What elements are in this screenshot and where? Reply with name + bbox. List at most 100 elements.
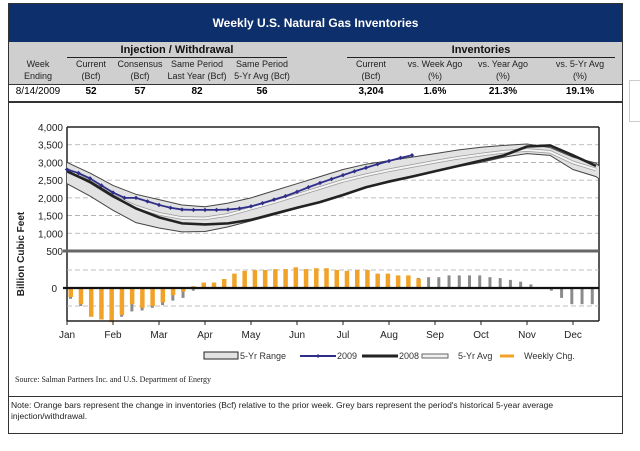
y-axis-label: Billion Cubic Feet <box>16 211 27 296</box>
x-tick-label: Apr <box>197 330 213 341</box>
weekly-change-bar <box>334 270 339 288</box>
weekly-change-bar <box>252 270 258 288</box>
series-2009-point <box>386 158 392 164</box>
series-2009-point <box>168 205 173 210</box>
weekly-change-bar <box>416 278 421 288</box>
col-label: vs. Year Ago <box>477 59 529 69</box>
series-2009-point <box>340 172 346 178</box>
col-vs-year-ago: vs. Year Ago (%) <box>471 58 535 82</box>
col-label: Same Period <box>235 59 289 69</box>
weekly-change-bar <box>314 268 319 288</box>
legend-label: 2008 <box>399 351 419 361</box>
col-same-period-last-year: Same Period Last Year (Bcf) <box>165 58 229 82</box>
group-injection-withdrawal: Injection / Withdrawal <box>67 44 287 58</box>
legend-swatch-5yr-avg <box>421 353 449 359</box>
col-label: (%) <box>496 71 510 81</box>
table-row: 8/14/2009 52 57 82 56 3,204 1.6% 21.3% 1… <box>9 84 622 103</box>
weekly-change-bar <box>232 273 237 288</box>
group-inventories: Inventories <box>347 44 615 58</box>
weekly-change-bar <box>242 270 247 288</box>
series-2009-point <box>260 200 265 206</box>
col-label: vs. 5-Yr Avg <box>555 59 605 69</box>
weekly-change-bar <box>211 282 217 288</box>
col-vs-week-ago: vs. Week Ago (%) <box>403 58 467 82</box>
cell-5yr-avg: 56 <box>256 86 268 97</box>
col-current-inj: Current (Bcf) <box>67 58 115 82</box>
five-yr-range-high <box>66 143 600 208</box>
series-2009-point <box>283 193 288 199</box>
series-2009-point <box>375 162 380 167</box>
x-tick-label: Jul <box>337 330 350 341</box>
five-yr-avg-bar <box>519 281 523 288</box>
five-yr-avg-bar <box>590 288 594 305</box>
cell-current-inj: 52 <box>85 86 97 97</box>
series-2009-point <box>99 183 104 188</box>
five-yr-range-band <box>67 144 599 232</box>
y-tick-label: 2,000 <box>38 194 63 205</box>
weekly-change-bar <box>68 288 73 297</box>
series-2009-point <box>156 202 162 208</box>
weekly-change-bar <box>160 288 166 303</box>
weekly-change-bar <box>221 279 227 288</box>
weekly-change-bar <box>129 288 135 305</box>
weekly-change-bar <box>406 275 411 288</box>
weekly-change-bar <box>99 288 104 320</box>
weekly-change-bar <box>109 288 114 323</box>
weekly-change-bar <box>119 288 125 315</box>
y-tick-label: 1,500 <box>38 212 63 223</box>
report-card: Weekly U.S. Natural Gas Inventories Inje… <box>8 3 623 434</box>
legend-label: 2009 <box>337 351 357 361</box>
weekly-change-bar <box>273 269 278 288</box>
x-tick-label: Jan <box>59 330 75 341</box>
series-2009-point <box>122 195 127 201</box>
series-2009-point <box>191 207 196 213</box>
side-edge <box>629 80 640 122</box>
x-tick-label: Oct <box>473 330 489 341</box>
weekly-change-bar <box>365 270 370 288</box>
five-yr-avg-bar <box>437 277 441 288</box>
weekly-change-bar <box>78 288 84 305</box>
series-2009-point <box>202 207 208 213</box>
chart-area: 4,000 3,500 3,000 2,500 2,000 1,500 1,000 500 0 J… <box>11 103 619 370</box>
five-yr-avg-bar <box>447 275 451 288</box>
five-yr-avg-bar <box>191 288 195 291</box>
cell-week-ending: 8/14/2009 <box>15 86 61 97</box>
col-label: Week <box>26 59 50 69</box>
y-tick-label: 0 <box>51 284 57 295</box>
divider <box>9 396 622 397</box>
y-tick-label: 1,000 <box>38 229 63 240</box>
weekly-change-bar <box>170 288 176 296</box>
y-tick-label: 4,000 <box>38 123 63 134</box>
x-tick-label: Nov <box>518 330 536 341</box>
col-label: vs. Week Ago <box>407 59 463 69</box>
inventory-chart: 4,000 3,500 3,000 2,500 2,000 1,500 1,000 500 0 J… <box>16 123 600 361</box>
five-yr-avg-bar <box>570 288 574 305</box>
weekly-change-bar <box>293 267 299 288</box>
col-label: Consensus <box>117 59 163 69</box>
col-label: (Bcf) <box>361 71 381 81</box>
col-week-ending: Week Ending <box>9 58 67 82</box>
x-tick-label: Aug <box>380 330 398 341</box>
col-label: (Bcf) <box>130 71 150 81</box>
weekly-change-bar <box>303 269 309 288</box>
col-label: (Bcf) <box>81 71 101 81</box>
legend-label: 5-Yr Avg <box>458 351 492 361</box>
col-vs-5yr-avg: vs. 5-Yr Avg (%) <box>545 58 615 82</box>
report-title: Weekly U.S. Natural Gas Inventories <box>9 4 622 42</box>
col-label: Ending <box>23 71 53 81</box>
y-tick-label: 500 <box>46 247 63 258</box>
cell-vs-week-ago: 1.6% <box>423 86 447 97</box>
weekly-change-bar <box>150 288 155 306</box>
series-2009-point <box>145 199 150 204</box>
col-consensus: Consensus (Bcf) <box>115 58 165 82</box>
weekly-change-bar <box>181 288 186 292</box>
series-2009-point <box>271 197 277 202</box>
five-yr-avg-bar <box>508 279 512 288</box>
x-tick-label: Sep <box>426 330 444 341</box>
source-text: Source: Salman Partners Inc. and U.S. De… <box>15 375 212 384</box>
cell-current-inv: 3,204 <box>358 86 384 97</box>
x-tick-label: May <box>242 330 261 341</box>
series-2009-point <box>352 169 357 174</box>
series-2009-point <box>179 207 185 212</box>
weekly-change-bar <box>385 273 391 288</box>
